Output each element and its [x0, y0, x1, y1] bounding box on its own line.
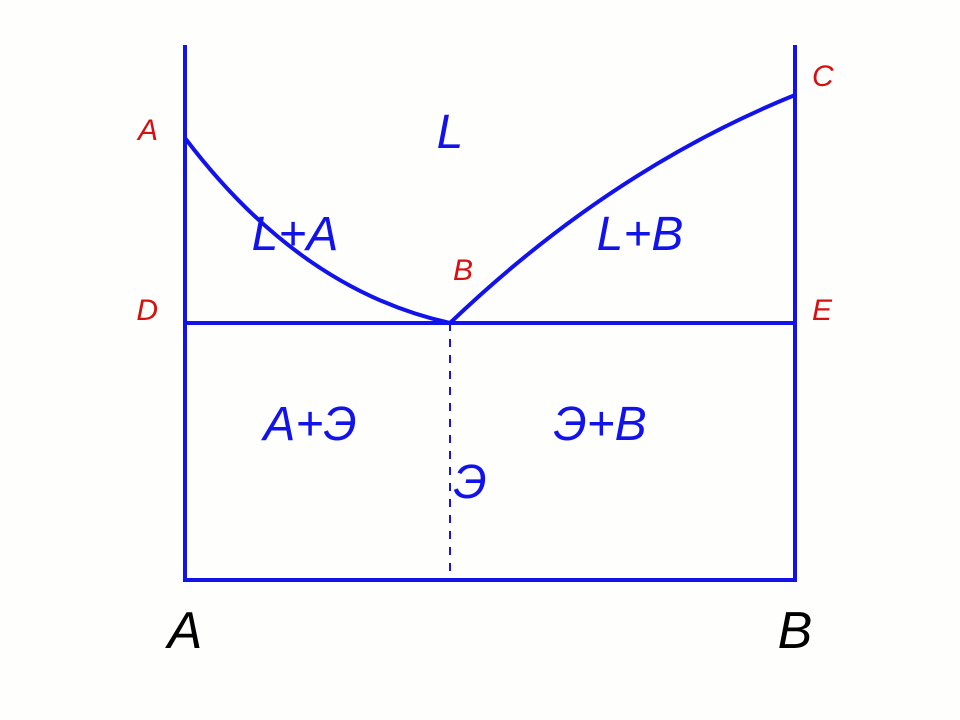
region-eb: Э+B: [553, 398, 646, 451]
label-point-b: B: [453, 254, 473, 287]
region-la: L+A: [252, 208, 339, 261]
axis-label-a: A: [165, 602, 203, 660]
label-point-a: A: [136, 114, 158, 147]
region-l: L: [437, 106, 464, 159]
frame: [185, 45, 795, 580]
axis-label-b: B: [778, 602, 813, 660]
label-point-e: E: [812, 294, 833, 327]
phase-diagram: A C B D E L L+A L+B A+Э Э+B Э A B: [0, 0, 960, 720]
region-ae: A+Э: [260, 398, 356, 451]
label-eutectic: Э: [453, 456, 486, 509]
label-point-d: D: [136, 294, 158, 327]
label-point-c: C: [812, 60, 834, 93]
region-lb: L+B: [597, 208, 684, 261]
